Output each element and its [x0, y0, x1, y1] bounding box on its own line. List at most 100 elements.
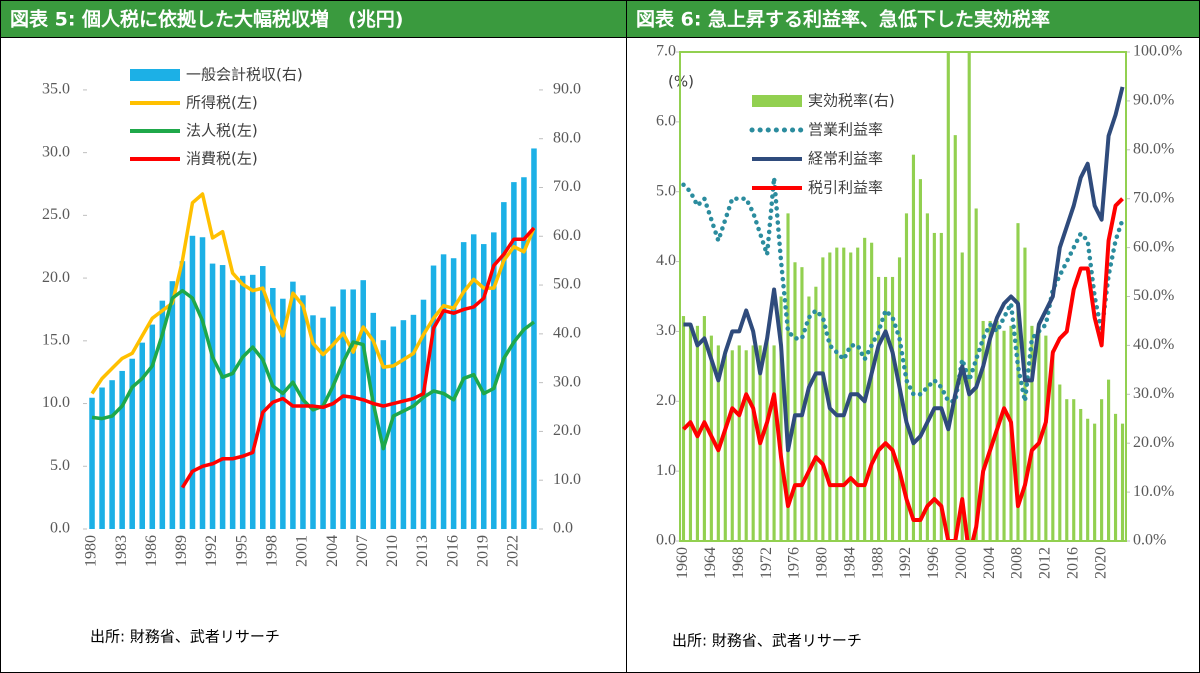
x-tick-label: 1998 — [263, 535, 280, 567]
bar — [249, 274, 256, 529]
bar — [946, 52, 950, 541]
bar — [1037, 325, 1041, 541]
x-tick-label: 1968 — [730, 547, 747, 579]
bar — [716, 345, 720, 541]
bar — [1113, 413, 1118, 541]
bar — [1023, 247, 1027, 541]
bar — [320, 317, 326, 529]
bar — [835, 247, 839, 541]
bar — [450, 258, 457, 529]
legend-label: 営業利益率 — [808, 121, 883, 139]
chart-title: 図表 5: 個人税に依拠した大幅税収増 (兆円) — [10, 8, 403, 31]
x-tick-label: 2000 — [953, 547, 970, 579]
y2-tick-label: 90.0 — [553, 81, 581, 98]
x-tick-label: 1976 — [786, 547, 803, 579]
x-tick-label: 1964 — [702, 547, 719, 579]
bar — [440, 254, 447, 529]
y-tick-label: 35.0 — [42, 81, 70, 98]
bar — [300, 295, 306, 529]
plot-area — [89, 148, 537, 530]
bar — [1086, 418, 1090, 541]
bar — [744, 350, 748, 541]
bar — [1002, 330, 1006, 541]
y2-tick-label: 20.0 — [553, 422, 581, 439]
bar — [1100, 399, 1104, 541]
bar — [400, 320, 407, 529]
x-tick-label: 1983 — [113, 535, 130, 567]
bar — [688, 325, 693, 541]
bar — [119, 370, 125, 529]
y-tick-label: 2.0 — [656, 392, 676, 409]
bar — [800, 267, 804, 541]
x-tick-label: 2016 — [444, 535, 461, 567]
x-tick-label: 2013 — [414, 535, 431, 567]
y2-tick-label: 40.0 — [553, 325, 581, 342]
bar — [1120, 423, 1125, 541]
source-note: 出所: 財務省、武者リサーチ — [90, 628, 280, 646]
y2-tick-label: 10.0 — [553, 471, 581, 488]
y2-tick-label: 100.0% — [1133, 43, 1182, 60]
bar — [730, 350, 734, 541]
y-tick-label: 15.0 — [42, 331, 70, 348]
y2-tick-label: 70.0% — [1133, 189, 1174, 206]
x-tick-label: 1995 — [233, 535, 250, 567]
bar — [786, 213, 790, 541]
x-tick-label: 1989 — [173, 535, 190, 567]
x-tick-label: 2007 — [354, 535, 371, 567]
y-tick-label: 25.0 — [42, 206, 70, 223]
y-tick-label: 0.0 — [656, 532, 676, 549]
bar — [884, 276, 888, 541]
bar — [911, 154, 916, 541]
bar — [501, 202, 507, 529]
bar — [511, 182, 517, 530]
bar — [772, 345, 776, 541]
x-tick-label: 2004 — [324, 535, 341, 567]
legend-label: 消費税(左) — [186, 150, 258, 168]
bar — [904, 213, 909, 541]
line-series — [682, 197, 1124, 541]
x-tick-label: 2001 — [294, 535, 311, 567]
bar — [410, 314, 417, 529]
bar — [219, 265, 226, 529]
bar — [229, 280, 236, 529]
bar — [1051, 350, 1055, 541]
bar — [491, 232, 497, 529]
y-tick-label: 10.0 — [42, 394, 70, 411]
bar — [310, 315, 316, 529]
y-tick-label: 5.0 — [50, 457, 70, 474]
bar — [702, 316, 706, 541]
y-tick-label: 5.0 — [656, 182, 676, 199]
bar — [380, 340, 387, 529]
bar — [870, 242, 874, 541]
bar — [430, 265, 437, 529]
y-tick-label: 6.0 — [656, 113, 676, 130]
bar — [765, 335, 769, 541]
bar — [1072, 399, 1076, 541]
header-bar — [627, 1, 1199, 37]
bar — [828, 252, 832, 541]
line-series — [683, 86, 1125, 453]
bar — [925, 213, 929, 541]
legend-label: 一般会計税収(右) — [186, 66, 303, 84]
bar — [189, 235, 196, 529]
y-tick-label: 0.0 — [50, 520, 70, 537]
bar — [199, 237, 206, 530]
y2-tick-label: 70.0 — [553, 178, 581, 195]
bar — [1058, 384, 1062, 541]
x-tick-label: 1988 — [869, 547, 886, 579]
bar — [330, 306, 336, 529]
line-series — [90, 192, 536, 395]
x-tick-label: 1980 — [83, 535, 100, 567]
bar — [877, 276, 881, 541]
bar — [521, 177, 527, 530]
bar — [209, 263, 216, 529]
legend-label: 実効税率(右) — [808, 92, 895, 110]
y-tick-label: 4.0 — [656, 252, 676, 269]
bar — [821, 257, 825, 541]
bar — [842, 247, 846, 541]
y2-tick-label: 30.0 — [553, 373, 581, 390]
y2-tick-label: 60.0% — [1133, 238, 1174, 255]
y-tick-label: 20.0 — [42, 269, 70, 286]
bar — [470, 234, 477, 529]
bar — [260, 266, 266, 529]
